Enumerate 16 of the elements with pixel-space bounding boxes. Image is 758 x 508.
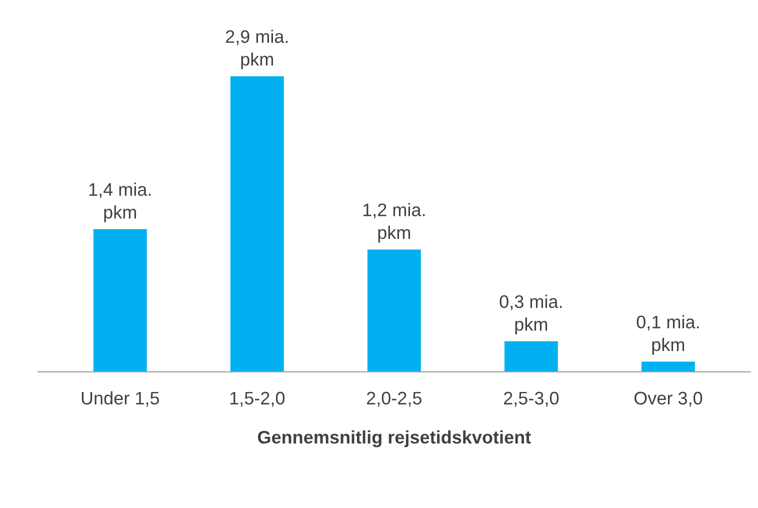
x-tick-label: Under 1,5 <box>82 391 160 407</box>
data-label: 0,3 mia. pkm <box>500 294 562 334</box>
bar <box>93 229 147 372</box>
x-tick-label: 1,5-2,0 <box>230 392 285 407</box>
bar <box>230 76 284 372</box>
bar <box>367 250 421 372</box>
data-label: 1,4 mia. pkm <box>89 182 151 222</box>
x-tick-label: 2,5-3,0 <box>504 392 559 407</box>
bar <box>504 341 558 372</box>
x-tick-label: 2,0-2,5 <box>366 392 422 407</box>
data-label: 1,2 mia. pkm <box>363 203 425 243</box>
data-label: 2,9 mia. pkm <box>226 30 288 70</box>
data-label: 0,1 mia. pkm <box>636 315 699 355</box>
x-tick-label: Over 3,0 <box>634 392 702 407</box>
bar <box>641 362 695 372</box>
x-axis-title: Gennemsnitlig rejsetidskvotient <box>258 430 531 448</box>
